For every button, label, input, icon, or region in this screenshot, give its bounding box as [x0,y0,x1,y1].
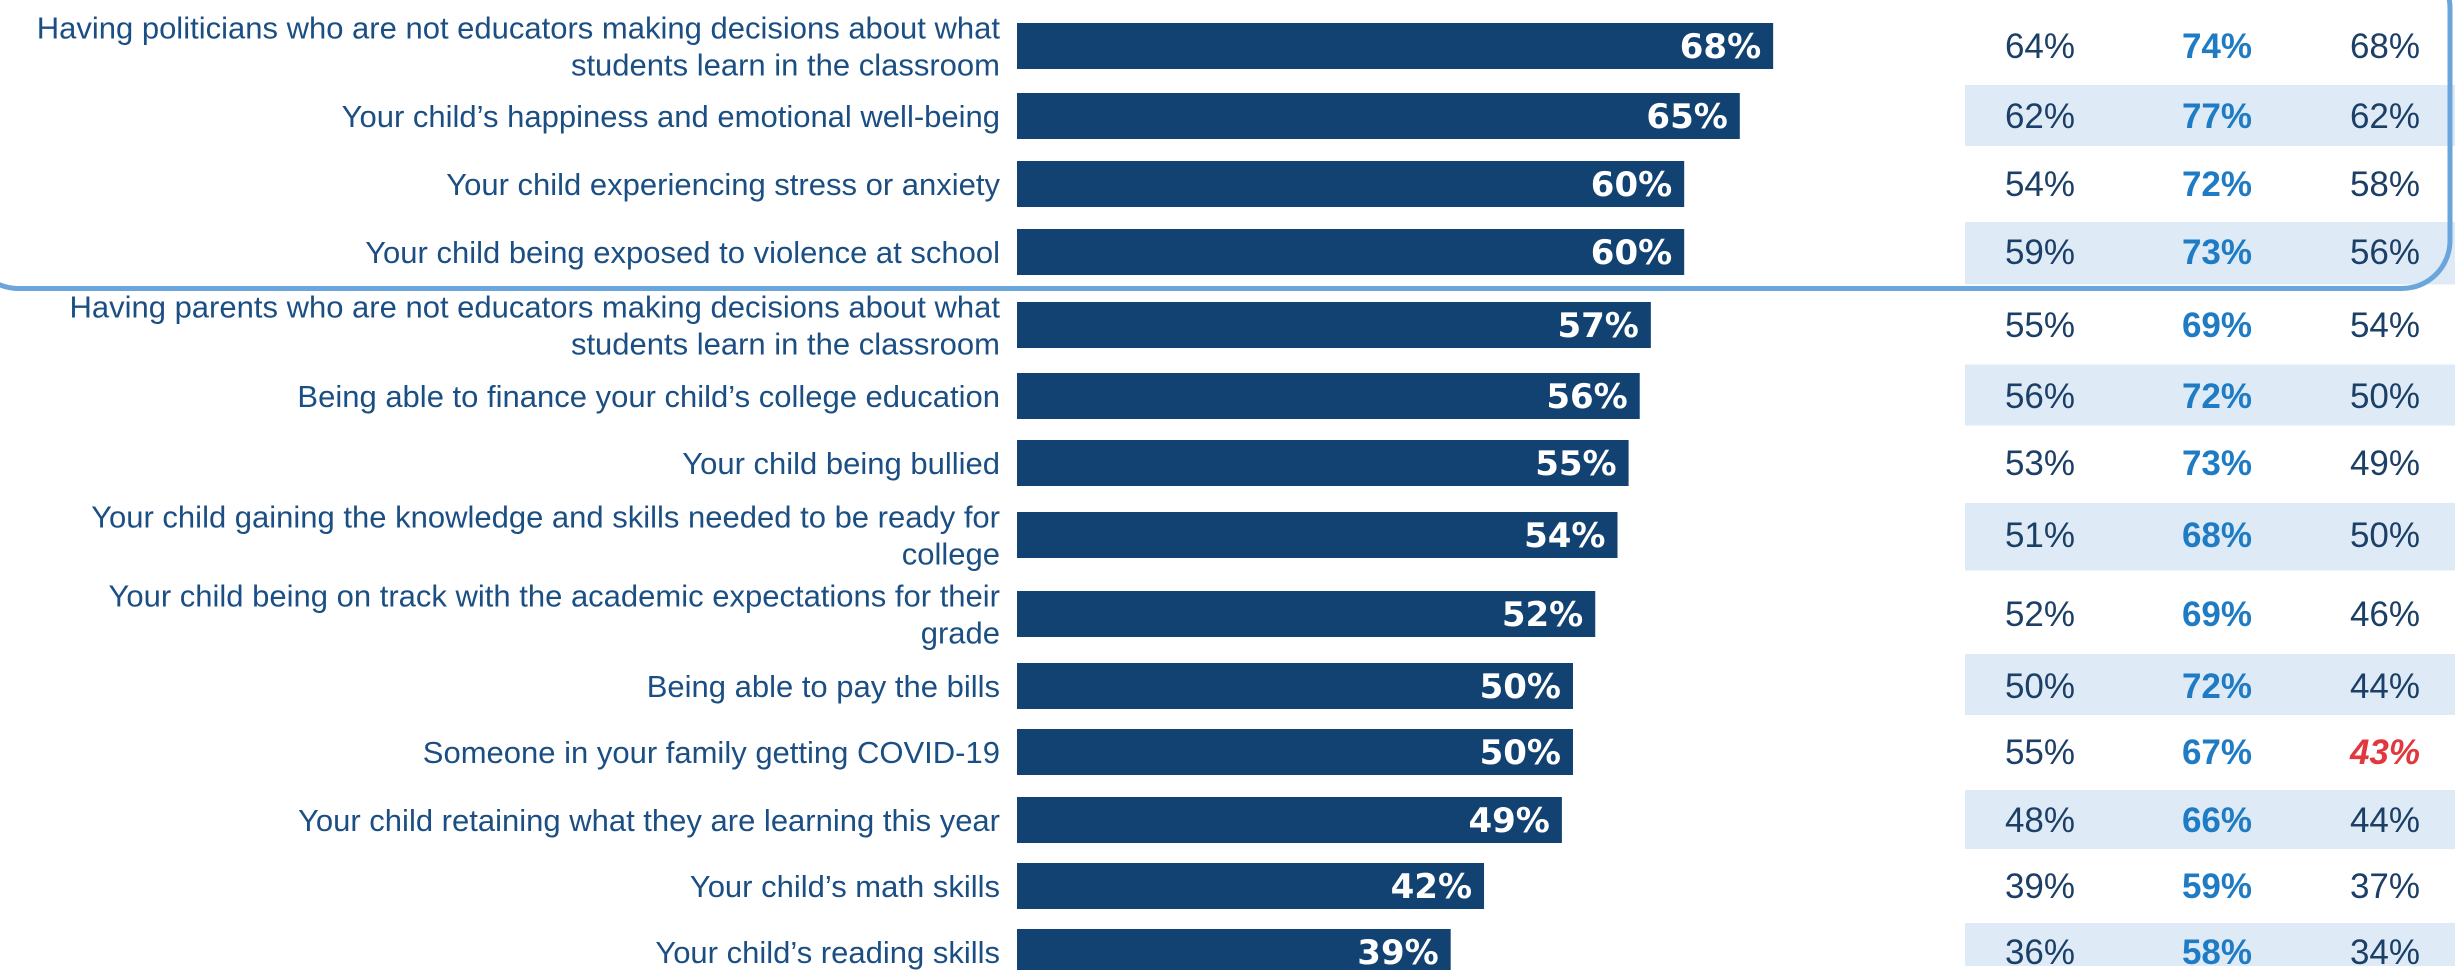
bar [1017,591,1596,637]
column-value: 44% [2350,801,2420,840]
column-value: 72% [2182,165,2252,204]
column-value: 44% [2350,667,2420,706]
column-value: 56% [2005,377,2075,416]
category-label: students learn in the classroom [571,327,1000,362]
bar [1017,229,1685,275]
highlight-outline [0,0,2453,291]
column-value: 54% [2005,165,2075,204]
category-label: Having parents who are not educators mak… [69,290,1000,325]
column-value: 72% [2182,667,2252,706]
category-label: Your child being on track with the acade… [109,579,1000,614]
column-value: 50% [2005,667,2075,706]
column-value: 62% [2005,97,2075,136]
bar [1017,929,1451,970]
column-value: 69% [2182,595,2252,634]
column-stripe [1965,923,2455,966]
bar-value-label: 57% [1557,306,1638,346]
bar [1017,161,1685,207]
column-value: 69% [2182,306,2252,345]
category-label: Your child experiencing stress or anxiet… [446,167,1000,202]
column-value: 50% [2350,377,2420,416]
bar-value-label: 56% [1546,377,1627,417]
column-value: 68% [2182,516,2252,555]
bar-value-label: 50% [1480,667,1561,707]
category-label: Your child retaining what they are learn… [298,803,1000,838]
column-stripe [1965,654,2455,715]
bar-value-label: 68% [1680,27,1761,67]
column-value: 59% [2005,233,2075,272]
column-value: 51% [2005,516,2075,555]
column-value: 58% [2182,933,2252,970]
column-value: 52% [2005,595,2075,634]
bar [1017,440,1629,486]
bar-value-label: 65% [1646,97,1727,137]
column-value: 34% [2350,933,2420,970]
category-label: Being able to pay the bills [647,669,1000,704]
bar-value-label: 54% [1524,516,1605,556]
category-label: college [902,537,1000,572]
column-value: 62% [2350,97,2420,136]
category-label: Your child gaining the knowledge and ski… [91,500,1000,535]
bar [1017,863,1485,909]
bar-value-label: 42% [1391,867,1472,907]
category-label: Someone in your family getting COVID-19 [423,735,1000,770]
bar-value-label: 52% [1502,595,1583,635]
bar [1017,302,1651,348]
bar-value-label: 50% [1480,733,1561,773]
column-value: 43% [2349,733,2420,772]
column-value: 48% [2005,801,2075,840]
category-label: Your child’s happiness and emotional wel… [342,99,1000,134]
category-label: grade [921,616,1000,651]
bar [1017,23,1774,69]
column-value: 59% [2182,867,2252,906]
bar-value-label: 49% [1468,801,1549,841]
column-stripe [1965,222,2455,285]
column-value: 73% [2182,444,2252,483]
column-stripe [1965,85,2455,146]
column-value: 37% [2350,867,2420,906]
bar [1017,512,1618,558]
bar [1017,373,1640,419]
category-label: Being able to finance your child’s colle… [297,379,1000,414]
bar [1017,797,1562,843]
column-value: 74% [2182,27,2252,66]
category-label: Your child’s reading skills [655,935,1000,970]
column-value: 67% [2182,733,2252,772]
column-value: 55% [2005,306,2075,345]
column-value: 39% [2005,867,2075,906]
category-label: Your child being bullied [682,446,1000,481]
column-stripe [1965,790,2455,849]
column-value: 54% [2350,306,2420,345]
bar [1017,93,1740,139]
column-stripe [1965,503,2455,571]
category-label: Your child being exposed to violence at … [365,235,1000,270]
column-value: 58% [2350,165,2420,204]
category-label: Your child’s math skills [690,869,1000,904]
bar-value-label: 60% [1591,165,1672,205]
column-value: 53% [2005,444,2075,483]
column-value: 46% [2350,595,2420,634]
column-value: 72% [2182,377,2252,416]
column-value: 36% [2005,933,2075,970]
column-value: 50% [2350,516,2420,555]
bar [1017,729,1573,775]
column-value: 73% [2182,233,2252,272]
column-value: 66% [2182,801,2252,840]
bar-value-label: 55% [1535,444,1616,484]
column-value: 77% [2182,97,2252,136]
column-value: 55% [2005,733,2075,772]
column-value: 49% [2350,444,2420,483]
bar [1017,663,1573,709]
bar-value-label: 39% [1357,933,1438,970]
category-label: Having politicians who are not educators… [37,11,1001,46]
column-value: 56% [2350,233,2420,272]
bar-value-label: 60% [1591,233,1672,273]
column-stripe [1965,364,2455,426]
column-value: 64% [2005,27,2075,66]
column-value: 68% [2350,27,2420,66]
category-label: students learn in the classroom [571,48,1000,83]
